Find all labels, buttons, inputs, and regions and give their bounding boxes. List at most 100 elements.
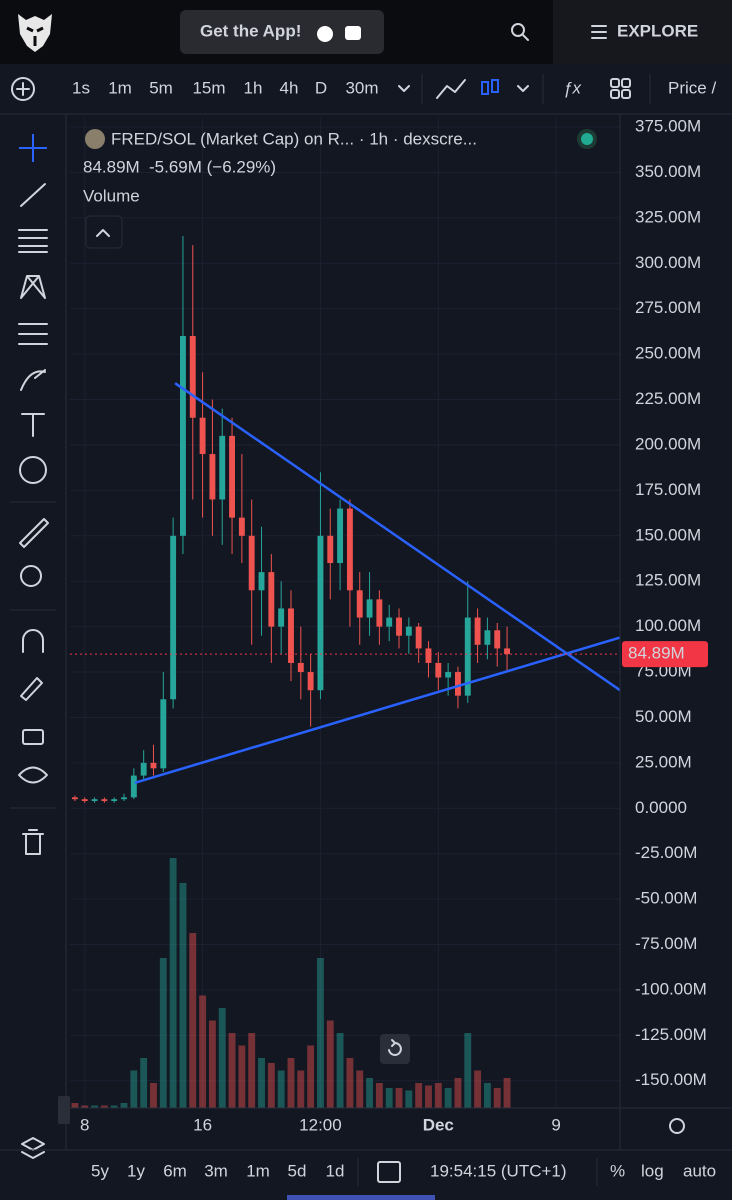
candle-body bbox=[268, 572, 275, 627]
volume-bar bbox=[326, 1020, 334, 1108]
volume-bar bbox=[336, 1033, 344, 1108]
trend-line bbox=[174, 382, 621, 692]
log-toggle[interactable]: log bbox=[641, 1161, 664, 1180]
range-button[interactable]: 6m bbox=[163, 1161, 187, 1180]
y-tick-label: 200.00M bbox=[635, 434, 701, 453]
y-tick-label: 100.00M bbox=[635, 616, 701, 635]
layout-icon[interactable] bbox=[610, 78, 631, 99]
emoji-tool[interactable] bbox=[19, 456, 47, 484]
candle-body bbox=[91, 799, 98, 802]
zoom-tool[interactable] bbox=[20, 565, 42, 587]
settings-icon[interactable] bbox=[669, 1118, 685, 1134]
chart-title: FRED/SOL (Market Cap) on R... · 1h · dex… bbox=[111, 129, 477, 148]
y-tick-label: 150.00M bbox=[635, 525, 701, 544]
candle-body bbox=[307, 672, 314, 691]
range-button[interactable]: 3m bbox=[204, 1161, 228, 1180]
interval-dropdown[interactable] bbox=[398, 85, 410, 92]
magnet-tool[interactable] bbox=[22, 629, 44, 653]
volume-bar bbox=[169, 858, 177, 1108]
candle-body bbox=[111, 799, 118, 802]
candle-body bbox=[81, 799, 88, 802]
volume-bar bbox=[415, 1083, 423, 1108]
interval[interactable]: 1m bbox=[108, 78, 132, 97]
volume-bar bbox=[81, 1105, 89, 1108]
apple-icon bbox=[317, 26, 333, 42]
candle-body bbox=[219, 435, 226, 500]
candle-body bbox=[121, 797, 127, 800]
interval[interactable]: D bbox=[315, 78, 327, 97]
candle-body bbox=[160, 699, 167, 769]
sidebar-toggle[interactable] bbox=[58, 1096, 70, 1124]
goto-date[interactable] bbox=[377, 1161, 401, 1183]
interval[interactable]: 1h bbox=[244, 78, 263, 97]
fib-tool[interactable] bbox=[18, 229, 48, 253]
crosshair-tool[interactable] bbox=[19, 134, 47, 162]
status-dot bbox=[581, 133, 593, 145]
volume-bar bbox=[71, 1103, 79, 1108]
candle-icon[interactable] bbox=[481, 79, 499, 95]
visibility-tool[interactable] bbox=[18, 766, 48, 784]
volume-bar bbox=[483, 1083, 491, 1108]
line-chart-icon[interactable] bbox=[436, 79, 466, 99]
candle-body bbox=[425, 648, 432, 663]
candle-icon-b bbox=[491, 79, 499, 93]
collapse-button[interactable] bbox=[85, 215, 123, 249]
range-button[interactable]: 1y bbox=[127, 1161, 145, 1180]
auto-toggle[interactable]: auto bbox=[683, 1161, 716, 1180]
volume-bar bbox=[248, 1033, 256, 1108]
range-button[interactable]: 1d bbox=[326, 1161, 345, 1180]
object-tree[interactable] bbox=[21, 1137, 45, 1159]
volume-label: Volume bbox=[83, 186, 140, 205]
ruler-tool[interactable] bbox=[19, 518, 49, 548]
trend-line-tool[interactable] bbox=[20, 183, 46, 207]
delete-tool[interactable] bbox=[22, 829, 44, 855]
brush-tool[interactable] bbox=[20, 369, 46, 391]
y-tick-label: 325.00M bbox=[635, 207, 701, 226]
chart-type-dropdown[interactable] bbox=[517, 85, 529, 92]
indicators-icon[interactable]: ƒx bbox=[563, 78, 581, 97]
interval[interactable]: 4h bbox=[280, 78, 299, 97]
interval[interactable]: 5m bbox=[149, 78, 173, 97]
percent-toggle[interactable]: % bbox=[610, 1161, 625, 1180]
search-button[interactable] bbox=[511, 23, 529, 41]
text-tool[interactable] bbox=[21, 413, 45, 437]
legend: FRED/SOL (Market Cap) on R... · 1h · dex… bbox=[83, 129, 597, 249]
interval[interactable]: 30m bbox=[345, 78, 378, 97]
interval[interactable]: 1s bbox=[72, 78, 90, 97]
range-button[interactable]: 5y bbox=[91, 1161, 109, 1180]
range-button[interactable]: 5d bbox=[288, 1161, 307, 1180]
candle-body bbox=[464, 617, 471, 696]
lock-drawing-tool[interactable] bbox=[20, 677, 43, 701]
volume-bar bbox=[307, 1045, 315, 1108]
x-tick-label: 9 bbox=[551, 1115, 560, 1134]
candle-body bbox=[278, 608, 285, 627]
y-tick-label: -150.00M bbox=[635, 1070, 707, 1089]
candle-body bbox=[130, 775, 137, 798]
candle-body bbox=[101, 799, 108, 802]
candle-body bbox=[209, 454, 216, 500]
interval[interactable]: 15m bbox=[192, 78, 225, 97]
candle-body bbox=[396, 617, 402, 636]
y-tick-label: 375.00M bbox=[635, 117, 701, 136]
reset-button[interactable] bbox=[380, 1034, 410, 1064]
volume-bar bbox=[189, 933, 197, 1108]
logo[interactable] bbox=[18, 14, 52, 52]
volume-bar bbox=[110, 1105, 118, 1108]
x-tick-label: Dec bbox=[423, 1115, 454, 1134]
pattern-tool[interactable] bbox=[20, 275, 46, 299]
get-app-button[interactable]: Get the App! bbox=[180, 10, 384, 54]
volume-bar bbox=[474, 1070, 482, 1108]
layout-sq bbox=[610, 78, 620, 88]
projection-tool[interactable] bbox=[18, 323, 48, 345]
volume-bar bbox=[454, 1078, 462, 1108]
y-tick-label: 350.00M bbox=[635, 162, 701, 181]
add-symbol[interactable] bbox=[11, 77, 35, 101]
menu-icon bbox=[591, 25, 607, 39]
lock-tool[interactable] bbox=[22, 729, 44, 745]
range-button[interactable]: 1m bbox=[246, 1161, 270, 1180]
price-label[interactable]: Price / bbox=[668, 78, 716, 97]
candle-body bbox=[346, 508, 353, 591]
explore-button[interactable]: EXPLORE bbox=[591, 21, 698, 40]
candle-body bbox=[386, 617, 393, 627]
candle-body bbox=[180, 335, 186, 536]
